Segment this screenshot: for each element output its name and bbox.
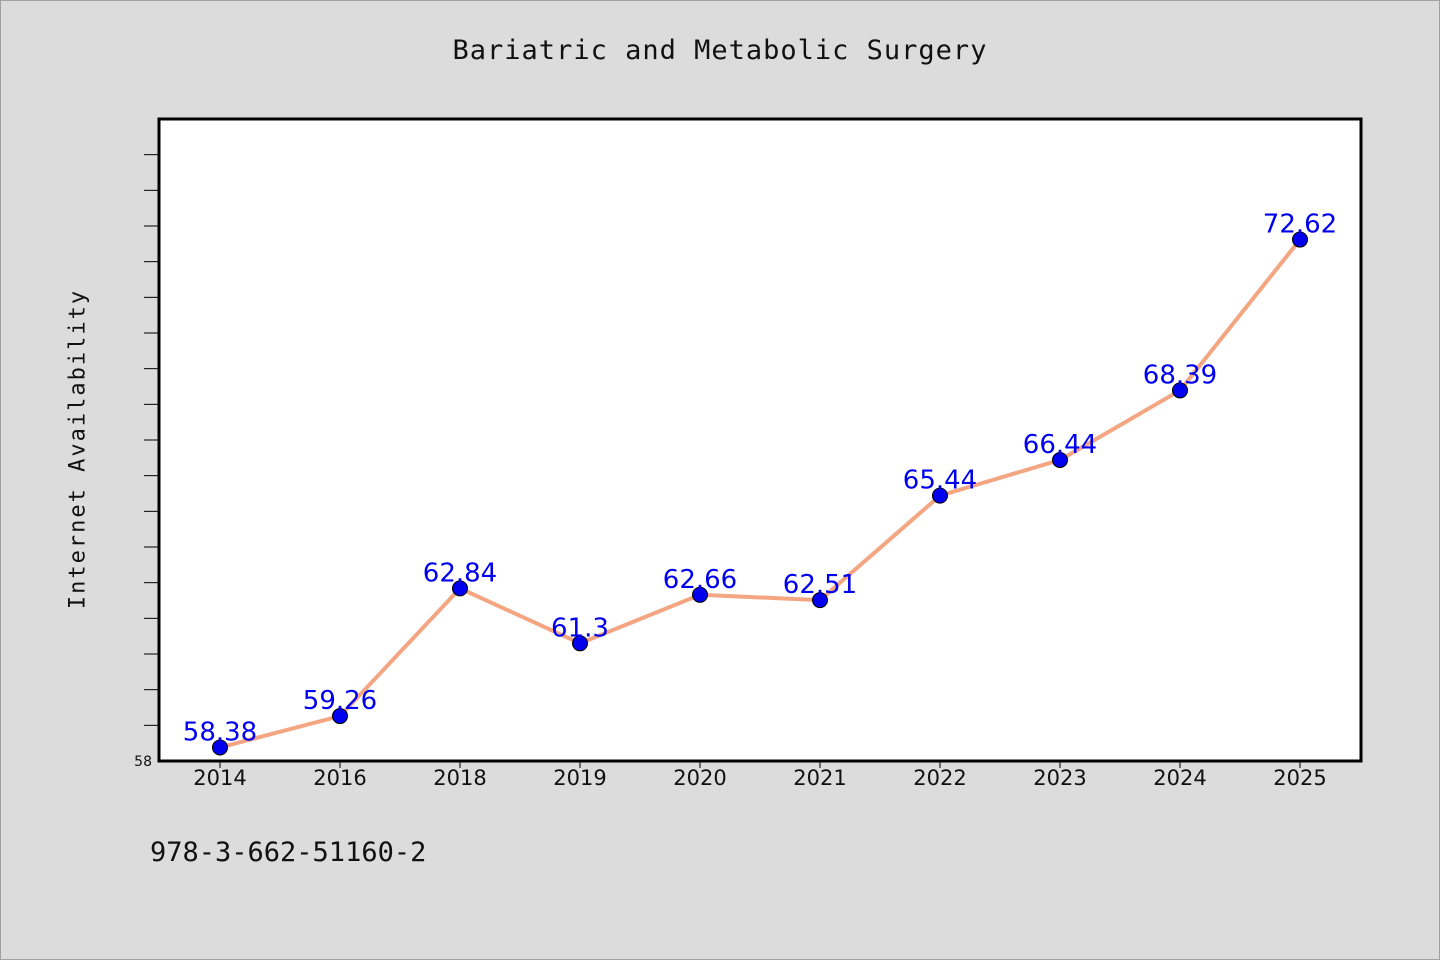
- data-point: [812, 592, 828, 609]
- data-label: 59.26: [303, 686, 377, 716]
- series-line: [219, 238, 1302, 750]
- data-point: [1172, 382, 1188, 399]
- data-label: 66.44: [1023, 430, 1097, 460]
- plot-area: [157, 117, 1363, 763]
- data-label: 62.66: [663, 565, 737, 595]
- x-tick-label: 2023: [1033, 766, 1086, 790]
- data-markers: [212, 231, 1308, 756]
- x-axis-ticks: 2014 2016 2018 2019 2020 2021 2022 2023 2024 2025: [193, 761, 1327, 790]
- y-tick-label: 58: [134, 754, 152, 770]
- data-point: [572, 635, 588, 652]
- data-point: [332, 708, 348, 725]
- data-point: [692, 586, 708, 603]
- data-point: [1292, 231, 1308, 248]
- data-point: [932, 487, 948, 504]
- x-tick-label: 2024: [1153, 766, 1206, 790]
- data-label: 72.62: [1263, 210, 1337, 240]
- data-label: 61.3: [551, 613, 609, 643]
- y-axis-ticks: 58: [134, 154, 159, 770]
- x-tick-label: 2016: [313, 766, 366, 790]
- x-tick-label: 2025: [1273, 766, 1326, 790]
- x-tick-label: 2020: [673, 766, 726, 790]
- x-tick-label: 2021: [793, 766, 846, 790]
- x-tick-label: 2022: [913, 766, 966, 790]
- data-label: 65.44: [903, 466, 977, 496]
- data-label: 68.39: [1143, 360, 1217, 390]
- data-point: [452, 580, 468, 597]
- data-label: 62.84: [423, 558, 497, 588]
- data-point: [212, 739, 228, 756]
- x-tick-label: 2019: [553, 766, 606, 790]
- chart-title: Bariatric and Metabolic Surgery: [452, 35, 988, 66]
- footer-code: 978-3-662-51160-2: [150, 837, 427, 868]
- data-label: 62.51: [783, 570, 857, 600]
- x-tick-label: 2018: [433, 766, 486, 790]
- x-tick-label: 2014: [193, 766, 246, 790]
- data-labels: 58.38 59.26 62.84 61.3 62.66 62.51 65.44 66.44 6…: [183, 210, 1337, 748]
- data-label: 58.38: [183, 717, 257, 747]
- data-point: [1052, 451, 1068, 468]
